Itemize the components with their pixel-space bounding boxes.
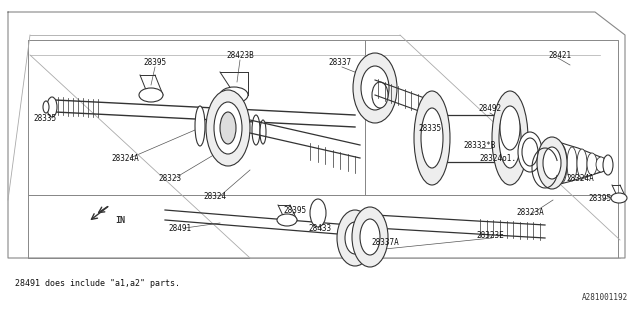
Text: 28337A: 28337A (371, 237, 399, 246)
Ellipse shape (567, 147, 577, 181)
Text: 28324A: 28324A (111, 154, 139, 163)
Ellipse shape (500, 106, 520, 150)
Ellipse shape (220, 87, 248, 103)
Text: 28491: 28491 (168, 223, 191, 233)
Text: 28421: 28421 (548, 51, 572, 60)
Text: 28324o1.: 28324o1. (479, 154, 516, 163)
Text: 28337: 28337 (328, 58, 351, 67)
Ellipse shape (518, 132, 542, 172)
Ellipse shape (360, 219, 380, 255)
Ellipse shape (214, 102, 242, 154)
Ellipse shape (353, 53, 397, 123)
Ellipse shape (361, 66, 389, 110)
Text: 28324: 28324 (204, 191, 227, 201)
Ellipse shape (337, 210, 373, 266)
Text: 28323E: 28323E (476, 230, 504, 239)
Text: 28335: 28335 (419, 124, 442, 132)
Ellipse shape (252, 115, 260, 145)
Ellipse shape (139, 88, 163, 102)
Ellipse shape (587, 153, 597, 175)
Text: 28491 does include "a1,a2" parts.: 28491 does include "a1,a2" parts. (15, 278, 180, 287)
Ellipse shape (611, 193, 627, 203)
Text: 28333*B: 28333*B (464, 140, 496, 149)
Ellipse shape (492, 91, 528, 185)
Text: 28324A: 28324A (566, 173, 594, 182)
Ellipse shape (577, 149, 587, 178)
Text: A281001192: A281001192 (582, 293, 628, 302)
Ellipse shape (372, 82, 388, 108)
Ellipse shape (537, 137, 567, 189)
Text: 28395: 28395 (143, 58, 166, 67)
Ellipse shape (414, 91, 450, 185)
Text: 28433: 28433 (308, 223, 332, 233)
Text: IN: IN (115, 215, 125, 225)
Ellipse shape (47, 97, 57, 117)
Text: 28323: 28323 (159, 173, 182, 182)
Ellipse shape (522, 138, 538, 166)
Text: 28423B: 28423B (226, 51, 254, 60)
Ellipse shape (195, 106, 205, 146)
Ellipse shape (345, 222, 365, 254)
Text: 28395: 28395 (588, 194, 612, 203)
Ellipse shape (543, 147, 561, 179)
Ellipse shape (260, 120, 266, 144)
Text: 28335: 28335 (33, 114, 56, 123)
Ellipse shape (499, 108, 521, 168)
Ellipse shape (557, 145, 567, 183)
Ellipse shape (352, 207, 388, 267)
Ellipse shape (596, 157, 606, 172)
Ellipse shape (220, 112, 236, 144)
Ellipse shape (206, 90, 250, 166)
Ellipse shape (421, 108, 443, 168)
Ellipse shape (277, 214, 297, 226)
Ellipse shape (603, 155, 613, 175)
Text: 28492: 28492 (479, 103, 502, 113)
Text: 28395: 28395 (284, 205, 307, 214)
Ellipse shape (310, 199, 326, 227)
Text: 28323A: 28323A (516, 207, 544, 217)
Ellipse shape (43, 101, 49, 113)
